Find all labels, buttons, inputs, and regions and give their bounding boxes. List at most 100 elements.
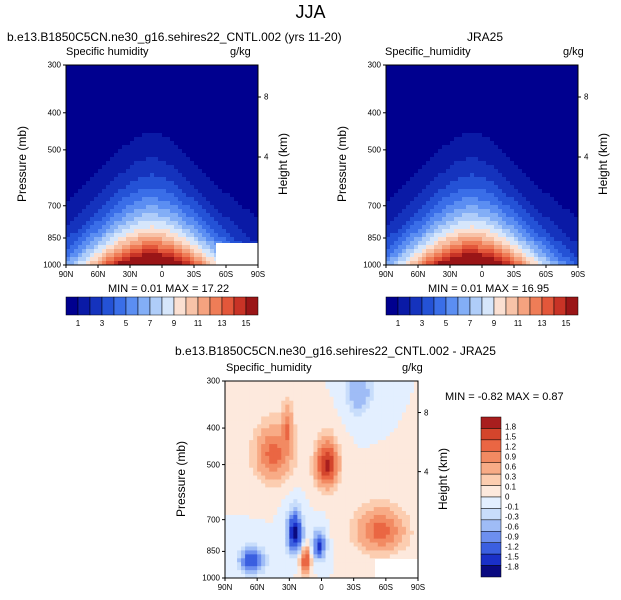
obs-cell bbox=[386, 121, 391, 126]
obs-cell bbox=[514, 189, 519, 194]
obs-cell bbox=[414, 225, 419, 230]
model-cell bbox=[190, 257, 195, 262]
obs-cell bbox=[526, 113, 531, 118]
obs-field bbox=[386, 65, 579, 266]
model-cell bbox=[130, 85, 135, 90]
model-cell bbox=[174, 213, 179, 218]
model-cell bbox=[206, 185, 211, 190]
model-cell bbox=[214, 229, 219, 234]
model-cell bbox=[222, 129, 227, 134]
obs-cell bbox=[462, 225, 467, 230]
obs-cell bbox=[434, 209, 439, 214]
obs-cell bbox=[570, 185, 575, 190]
obs-cell bbox=[458, 221, 463, 226]
obs-cell bbox=[490, 153, 495, 158]
obs-cell bbox=[418, 209, 423, 214]
obs-cell bbox=[462, 129, 467, 134]
model-cell bbox=[254, 145, 259, 150]
obs-cell bbox=[478, 141, 483, 146]
model-cell bbox=[234, 229, 239, 234]
model-cell bbox=[162, 133, 167, 138]
model-cell bbox=[138, 245, 143, 250]
obs-cell bbox=[466, 137, 471, 142]
model-cell bbox=[94, 137, 99, 142]
model-cell bbox=[86, 237, 91, 242]
model-cell bbox=[170, 65, 175, 70]
obs-cell bbox=[554, 89, 559, 94]
model-cell bbox=[130, 157, 135, 162]
model-cell bbox=[182, 153, 187, 158]
obs-cell bbox=[518, 165, 523, 170]
model-cell bbox=[174, 233, 179, 238]
diff-cell bbox=[233, 420, 238, 425]
obs-cell bbox=[458, 185, 463, 190]
model-cell bbox=[74, 213, 79, 218]
obs-cell bbox=[558, 181, 563, 186]
obs-cell bbox=[510, 93, 515, 98]
model-cell bbox=[210, 209, 215, 214]
model-cell bbox=[226, 73, 231, 78]
model-cell bbox=[222, 137, 227, 142]
model-cell bbox=[94, 117, 99, 122]
model-cell bbox=[162, 257, 167, 262]
model-cell bbox=[154, 97, 159, 102]
obs-cell bbox=[450, 173, 455, 178]
model-cell bbox=[114, 169, 119, 174]
model-cell bbox=[250, 197, 255, 202]
model-cell bbox=[190, 133, 195, 138]
obs-cell bbox=[442, 257, 447, 262]
obs-cell bbox=[530, 213, 535, 218]
obs-cell bbox=[514, 165, 519, 170]
model-cell bbox=[82, 225, 87, 230]
obs-cell bbox=[514, 221, 519, 226]
obs-cell bbox=[506, 141, 511, 146]
obs-cell bbox=[542, 117, 547, 122]
model-cell bbox=[218, 165, 223, 170]
model-cell bbox=[66, 89, 71, 94]
model-cell bbox=[170, 161, 175, 166]
obs-cell bbox=[562, 129, 567, 134]
obs-cell bbox=[434, 229, 439, 234]
obs-cell bbox=[406, 161, 411, 166]
model-cell bbox=[114, 113, 119, 118]
obs-cell bbox=[410, 181, 415, 186]
obs-cell bbox=[566, 93, 571, 98]
obs-cell bbox=[522, 117, 527, 122]
model-cell bbox=[74, 169, 79, 174]
model-cell bbox=[114, 121, 119, 126]
obs-cell bbox=[454, 169, 459, 174]
obs-cell bbox=[414, 137, 419, 142]
obs-cell bbox=[574, 145, 579, 150]
model-cell bbox=[66, 225, 71, 230]
obs-cell bbox=[554, 253, 559, 258]
model-cell bbox=[66, 65, 71, 70]
obs-cell bbox=[494, 177, 499, 182]
obs-cell bbox=[462, 153, 467, 158]
obs-cell bbox=[474, 261, 479, 266]
obs-cell bbox=[414, 105, 419, 110]
model-cell bbox=[150, 253, 155, 258]
obs-cell bbox=[406, 89, 411, 94]
obs-cell bbox=[390, 173, 395, 178]
obs-cell bbox=[414, 169, 419, 174]
model-cell bbox=[114, 65, 119, 70]
model-cell bbox=[114, 205, 119, 210]
obs-cell bbox=[442, 169, 447, 174]
obs-cell bbox=[406, 153, 411, 158]
model-cell bbox=[146, 177, 151, 182]
model-cell bbox=[206, 233, 211, 238]
diff-cell bbox=[225, 538, 230, 543]
obs-cell bbox=[462, 241, 467, 246]
obs-cell bbox=[470, 173, 475, 178]
obs-cell bbox=[466, 241, 471, 246]
model-cell bbox=[198, 157, 203, 162]
obs-cell bbox=[514, 65, 519, 70]
obs-cell bbox=[454, 97, 459, 102]
obs-cell bbox=[426, 197, 431, 202]
model-cell bbox=[102, 77, 107, 82]
model-cell bbox=[114, 153, 119, 158]
model-cell bbox=[78, 205, 83, 210]
obs-cell bbox=[530, 177, 535, 182]
obs-cell bbox=[522, 69, 527, 74]
model-cell bbox=[114, 157, 119, 162]
